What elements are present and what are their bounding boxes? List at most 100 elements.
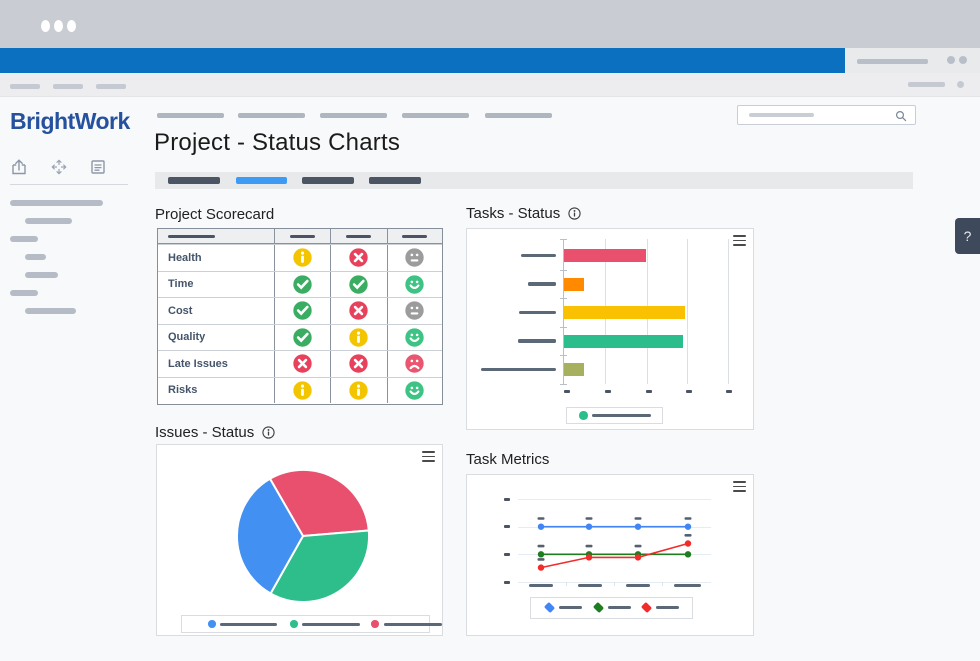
series-blue-point <box>684 523 692 530</box>
search-input[interactable] <box>737 105 916 125</box>
scorecard-row-label-cell: Health <box>158 245 274 271</box>
sidebar-item-placeholder[interactable] <box>10 290 38 296</box>
view-tab-placeholder[interactable] <box>168 177 220 184</box>
sidebar-item-placeholder[interactable] <box>25 254 46 260</box>
scorecard-row: Health <box>158 244 442 271</box>
x-axis-tick <box>614 582 615 586</box>
sidebar-item-placeholder[interactable] <box>25 272 58 278</box>
sidebar-item-placeholder[interactable] <box>25 218 72 224</box>
category-label-placeholder <box>527 282 556 286</box>
legend-label-placeholder <box>302 622 360 626</box>
window-control-dot[interactable] <box>54 20 63 32</box>
view-tab-placeholder[interactable] <box>369 177 421 184</box>
pie-slice-red <box>269 468 370 537</box>
bar-segment <box>563 363 585 376</box>
legend-label-placeholder <box>220 622 277 626</box>
category-label-placeholder <box>480 367 556 372</box>
scorecard-row-label: Quality <box>168 331 206 344</box>
grid-line <box>518 499 711 500</box>
scorecard-status-cell <box>386 245 441 271</box>
series-blue-point <box>585 523 593 530</box>
point-label-placeholder <box>537 517 545 520</box>
topnav-item-placeholder[interactable] <box>157 113 224 118</box>
ribbon-tab-placeholder[interactable] <box>96 84 126 89</box>
sidebar-divider <box>10 184 128 185</box>
search-icon[interactable] <box>895 110 907 122</box>
y-axis-tick <box>559 269 567 271</box>
task-metrics-title-text: Task Metrics <box>466 451 550 468</box>
status-neutral-icon <box>405 248 424 267</box>
series-red-point <box>684 540 692 547</box>
scorecard-row-label-cell: Cost <box>158 298 274 324</box>
legend-swatch <box>290 620 298 628</box>
view-tab-placeholder[interactable] <box>302 177 354 184</box>
info-icon[interactable] <box>262 426 275 439</box>
x-tick-label-placeholder <box>564 390 570 393</box>
chart-menu-icon[interactable] <box>422 451 435 462</box>
scorecard-header-cell <box>386 229 441 243</box>
chart-menu-icon[interactable] <box>733 235 746 246</box>
tasks-status-panel-title: Tasks - Status <box>466 205 581 222</box>
suite-icon-placeholder[interactable] <box>959 56 967 64</box>
legend-diamond-swatch <box>543 601 556 614</box>
status-happy-icon <box>405 328 424 347</box>
notes-list-icon[interactable] <box>89 158 107 176</box>
scorecard-row: Cost <box>158 297 442 324</box>
topnav-item-placeholder[interactable] <box>320 113 387 118</box>
scorecard-status-cell <box>273 245 330 271</box>
point-label-placeholder <box>634 544 642 548</box>
ribbon-tab-placeholder[interactable] <box>53 84 83 89</box>
info-icon[interactable] <box>568 207 581 220</box>
topnav-item-placeholder[interactable] <box>238 113 305 118</box>
scorecard-row: Risks <box>158 376 442 403</box>
share-upload-icon[interactable] <box>10 158 28 176</box>
sidebar-item-placeholder[interactable] <box>25 308 76 314</box>
series-blue-point <box>537 523 545 530</box>
status-neutral-icon <box>405 301 424 320</box>
x-axis-tick <box>566 582 567 586</box>
chart-menu-icon[interactable] <box>733 481 746 492</box>
topnav-item-placeholder[interactable] <box>485 113 552 118</box>
status-info-icon <box>293 248 312 267</box>
ribbon-tab-placeholder[interactable] <box>10 84 40 89</box>
scorecard-status-cell <box>273 351 330 377</box>
x-tick-label-placeholder <box>686 390 692 393</box>
series-green-point <box>537 551 545 558</box>
series-red-point <box>585 554 593 561</box>
tasks-status-chart-card <box>466 228 754 430</box>
grid-line <box>687 239 688 384</box>
chart-legend <box>566 407 663 424</box>
window-control-dot[interactable] <box>41 20 50 32</box>
line-chart <box>537 517 692 571</box>
y-tick-label-placeholder <box>504 580 510 584</box>
legend-label-placeholder <box>592 414 651 417</box>
suite-bar-brand-strip <box>0 48 845 73</box>
status-cross-icon <box>349 354 369 373</box>
pie-slice-green <box>269 529 371 604</box>
bar-segment <box>563 249 647 262</box>
view-tab-placeholder-active[interactable] <box>236 177 287 184</box>
move-arrows-icon[interactable] <box>50 158 68 176</box>
status-check-icon <box>293 328 312 347</box>
brightwork-logo: BrightWork <box>10 108 130 134</box>
bar-segment <box>563 277 585 291</box>
scorecard-status-cell <box>386 324 441 350</box>
sidebar-item-placeholder[interactable] <box>10 236 38 242</box>
header-label-placeholder <box>346 234 372 238</box>
legend-swatch <box>579 411 588 420</box>
pie-slice-blue <box>236 477 304 595</box>
suite-icon-placeholder[interactable] <box>947 56 955 64</box>
ribbon-icon-placeholder[interactable] <box>957 81 964 88</box>
help-button[interactable]: ? <box>955 218 980 254</box>
topnav-item-placeholder[interactable] <box>402 113 469 118</box>
sidebar-item-placeholder[interactable] <box>10 200 103 206</box>
category-label-placeholder <box>529 583 553 587</box>
window-control-dot[interactable] <box>67 20 76 32</box>
ribbon-action-placeholder[interactable] <box>908 82 945 87</box>
y-tick-label-placeholder <box>504 552 510 556</box>
suite-link-placeholder[interactable] <box>857 59 928 64</box>
category-label-placeholder <box>520 253 556 258</box>
status-info-icon <box>349 328 369 347</box>
scorecard-status-cell <box>329 298 387 324</box>
x-tick-label-placeholder <box>605 390 611 393</box>
